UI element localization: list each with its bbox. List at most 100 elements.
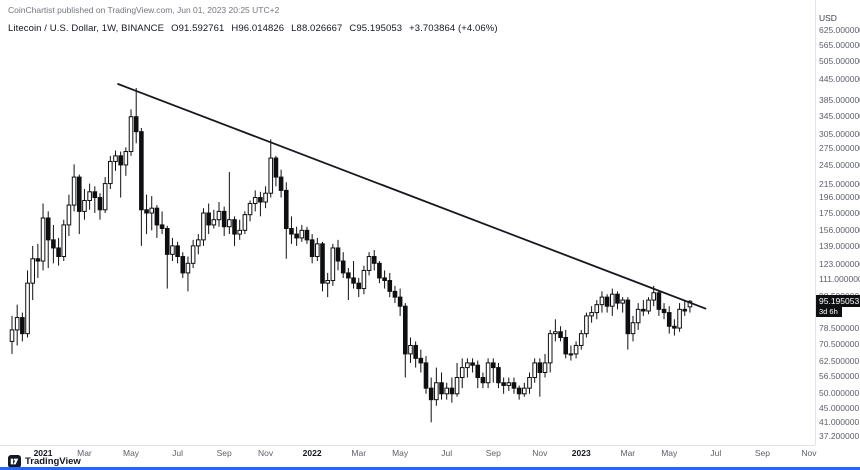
candle bbox=[258, 191, 263, 217]
candle bbox=[185, 256, 191, 292]
candle bbox=[527, 372, 532, 394]
time-axis-label: 2022 bbox=[302, 448, 322, 458]
time-axis-label: Jul bbox=[172, 448, 184, 458]
time-axis-label: May bbox=[122, 448, 140, 458]
candle bbox=[682, 300, 688, 316]
symbol-legend[interactable]: Litecoin / U.S. Dollar, 1W, BINANCE O91.… bbox=[8, 23, 498, 34]
price-axis[interactable]: USD 625.000000 565.000000 505.000000 445.00… bbox=[816, 0, 860, 470]
last-price-badge: 95.195053 3d 6h bbox=[816, 295, 860, 318]
candle bbox=[615, 291, 620, 310]
candle bbox=[283, 182, 289, 259]
candle bbox=[232, 216, 237, 246]
candle bbox=[454, 362, 460, 397]
price-tick-label: 305.000000 bbox=[819, 128, 860, 139]
last-price-label: 95.195053 bbox=[816, 295, 860, 308]
time-axis-label: Sep bbox=[754, 448, 770, 458]
price-tick-label: 445.000000 bbox=[819, 74, 860, 85]
candle bbox=[625, 297, 631, 350]
candle bbox=[511, 377, 517, 394]
candle bbox=[490, 358, 496, 383]
candle bbox=[206, 203, 211, 235]
candle bbox=[196, 234, 201, 255]
descending-trendline[interactable] bbox=[117, 83, 707, 310]
price-tick-label: 505.000000 bbox=[819, 56, 860, 67]
candle bbox=[594, 300, 600, 320]
candle bbox=[403, 303, 408, 378]
candle bbox=[164, 225, 170, 289]
high-value: H96.014826 bbox=[231, 23, 285, 34]
price-tick-label: 78.500000 bbox=[819, 323, 860, 334]
candle bbox=[149, 196, 155, 231]
tradingview-logo-icon bbox=[8, 455, 21, 468]
candle bbox=[268, 139, 274, 198]
candle bbox=[646, 297, 651, 315]
candle bbox=[273, 155, 279, 187]
time-axis-label: Jul bbox=[441, 448, 453, 458]
candle bbox=[361, 265, 367, 295]
candle bbox=[128, 109, 134, 156]
candle bbox=[118, 151, 123, 198]
candle bbox=[459, 358, 465, 389]
price-tick-label: 156.000000 bbox=[819, 224, 860, 235]
close-value: C95.195053 bbox=[349, 23, 403, 34]
bar-close-countdown: 3d 6h bbox=[816, 307, 842, 318]
candle bbox=[573, 341, 579, 359]
candle bbox=[620, 297, 625, 313]
time-axis-label: May bbox=[392, 448, 409, 458]
candle bbox=[522, 382, 527, 397]
candle bbox=[102, 177, 108, 214]
candle bbox=[553, 319, 558, 342]
symbol-title[interactable]: Litecoin / U.S. Dollar, 1W, BINANCE bbox=[8, 23, 165, 34]
price-tick-label: 45.000000 bbox=[819, 403, 860, 414]
candle bbox=[418, 349, 424, 373]
price-tick-label: 625.000000 bbox=[819, 25, 860, 36]
time-axis-label: Sep bbox=[485, 448, 501, 458]
candle bbox=[387, 272, 393, 298]
candle bbox=[413, 341, 418, 368]
candle bbox=[356, 277, 362, 298]
candle bbox=[299, 224, 305, 242]
time-axis[interactable]: 2021 Mar May Jul Sep Nov 2022 Mar May Jul Sep Nov 20… bbox=[0, 446, 817, 462]
candle bbox=[563, 329, 569, 359]
candle bbox=[216, 202, 222, 227]
candle bbox=[465, 358, 470, 378]
time-axis-label: Jul bbox=[710, 448, 722, 458]
candle bbox=[516, 385, 522, 400]
candle bbox=[578, 329, 584, 350]
candle bbox=[496, 362, 501, 389]
candle bbox=[377, 261, 382, 284]
candle bbox=[423, 356, 429, 394]
candle bbox=[309, 234, 315, 264]
price-tick-label: 50.000000 bbox=[819, 388, 860, 399]
time-axis-label: Sep bbox=[216, 448, 232, 458]
candle bbox=[14, 304, 20, 346]
candle bbox=[45, 211, 51, 269]
price-tick-label: 385.000000 bbox=[819, 95, 860, 106]
time-axis-label: Nov bbox=[258, 448, 274, 458]
candle bbox=[304, 226, 310, 244]
tradingview-attribution[interactable]: TradingView bbox=[8, 455, 81, 468]
candle bbox=[30, 245, 35, 301]
candle bbox=[25, 270, 30, 338]
time-axis-label: Mar bbox=[77, 448, 92, 458]
candle bbox=[9, 315, 15, 354]
candle bbox=[656, 289, 662, 316]
candle bbox=[434, 367, 439, 406]
candle bbox=[558, 326, 563, 342]
price-tick-label: 215.000000 bbox=[819, 178, 860, 189]
price-tick-label: 111.000000 bbox=[819, 273, 860, 284]
candle bbox=[221, 206, 227, 236]
candle bbox=[133, 88, 139, 144]
candle bbox=[480, 372, 486, 389]
candle bbox=[366, 252, 372, 276]
candle bbox=[537, 358, 543, 397]
price-tick-label: 275.000000 bbox=[819, 143, 860, 154]
candle bbox=[599, 291, 605, 313]
candle bbox=[113, 150, 118, 171]
candle bbox=[66, 194, 72, 236]
change-value: +3.703864 (+4.06%) bbox=[409, 23, 498, 34]
low-value: L88.026667 bbox=[291, 23, 343, 34]
candle bbox=[635, 303, 641, 330]
candle bbox=[470, 358, 475, 373]
